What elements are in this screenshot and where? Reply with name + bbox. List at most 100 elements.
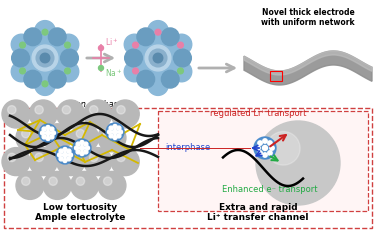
Circle shape	[59, 149, 63, 153]
Circle shape	[98, 124, 126, 152]
Circle shape	[58, 61, 79, 82]
Circle shape	[148, 21, 168, 41]
Circle shape	[76, 129, 85, 138]
Circle shape	[171, 34, 192, 55]
Circle shape	[45, 131, 50, 135]
Circle shape	[113, 125, 117, 128]
Circle shape	[11, 61, 32, 82]
Circle shape	[24, 28, 42, 46]
Circle shape	[89, 153, 98, 162]
Circle shape	[268, 151, 272, 155]
Circle shape	[20, 42, 26, 48]
Circle shape	[46, 126, 50, 130]
Circle shape	[80, 152, 84, 156]
Text: Enhanced e⁻ transport: Enhanced e⁻ transport	[222, 185, 318, 194]
Circle shape	[99, 66, 103, 71]
Circle shape	[21, 177, 30, 185]
Circle shape	[145, 45, 171, 71]
Circle shape	[133, 68, 138, 74]
Circle shape	[71, 171, 99, 199]
Circle shape	[35, 21, 55, 41]
Circle shape	[85, 146, 89, 150]
Circle shape	[71, 124, 99, 152]
Circle shape	[117, 134, 121, 138]
Circle shape	[21, 129, 30, 138]
Circle shape	[42, 135, 46, 139]
Circle shape	[103, 177, 112, 185]
Circle shape	[42, 81, 48, 87]
Circle shape	[52, 131, 56, 135]
Circle shape	[117, 126, 121, 130]
Polygon shape	[244, 51, 372, 75]
Circle shape	[62, 152, 68, 157]
Circle shape	[171, 61, 192, 82]
Circle shape	[16, 124, 44, 152]
Circle shape	[35, 153, 43, 162]
Circle shape	[40, 53, 50, 63]
Circle shape	[49, 28, 66, 46]
Circle shape	[58, 153, 62, 157]
Circle shape	[2, 100, 30, 128]
Circle shape	[63, 148, 67, 152]
Polygon shape	[244, 51, 372, 85]
Circle shape	[84, 142, 88, 146]
Circle shape	[137, 28, 155, 46]
Circle shape	[49, 129, 57, 138]
Circle shape	[24, 70, 42, 88]
Circle shape	[263, 139, 267, 143]
Text: Novel thick electrode
with uniform network: Novel thick electrode with uniform netwo…	[261, 8, 355, 27]
Circle shape	[58, 34, 79, 55]
Circle shape	[61, 49, 78, 67]
Circle shape	[270, 146, 274, 150]
Circle shape	[267, 131, 300, 165]
Text: Ion exchange: Ion exchange	[73, 100, 129, 109]
Circle shape	[76, 142, 80, 146]
Circle shape	[39, 124, 57, 142]
Circle shape	[73, 139, 91, 157]
Circle shape	[62, 153, 71, 162]
Circle shape	[49, 177, 57, 185]
Circle shape	[108, 130, 112, 134]
Circle shape	[36, 49, 54, 67]
Circle shape	[113, 135, 117, 139]
Circle shape	[65, 68, 70, 74]
Circle shape	[254, 137, 276, 159]
Circle shape	[74, 146, 79, 150]
Circle shape	[68, 153, 73, 157]
Circle shape	[67, 149, 71, 153]
Circle shape	[124, 61, 145, 82]
Circle shape	[43, 171, 71, 199]
Circle shape	[98, 171, 126, 199]
Text: regulated Li⁺ transport: regulated Li⁺ transport	[210, 109, 306, 118]
Circle shape	[125, 49, 143, 67]
Circle shape	[8, 153, 16, 162]
Circle shape	[258, 151, 262, 155]
Polygon shape	[140, 37, 176, 79]
Circle shape	[109, 134, 113, 138]
Circle shape	[20, 68, 26, 74]
Circle shape	[153, 53, 163, 63]
Circle shape	[42, 127, 46, 131]
Circle shape	[65, 42, 70, 48]
Circle shape	[50, 135, 54, 139]
Circle shape	[32, 45, 58, 71]
Text: Extra and rapid
Li⁺ transfer channel: Extra and rapid Li⁺ transfer channel	[207, 202, 309, 222]
Circle shape	[112, 130, 117, 135]
Circle shape	[117, 105, 125, 114]
Circle shape	[99, 46, 103, 51]
Circle shape	[11, 34, 32, 55]
Circle shape	[57, 148, 85, 176]
Circle shape	[256, 121, 340, 205]
Circle shape	[155, 29, 161, 35]
Circle shape	[161, 28, 179, 46]
Circle shape	[117, 153, 125, 162]
Circle shape	[84, 150, 88, 154]
Circle shape	[29, 100, 57, 128]
Circle shape	[8, 105, 16, 114]
Circle shape	[16, 171, 44, 199]
Circle shape	[109, 126, 113, 130]
Circle shape	[67, 157, 71, 161]
Circle shape	[262, 146, 267, 151]
Circle shape	[57, 100, 85, 128]
Circle shape	[12, 49, 29, 67]
